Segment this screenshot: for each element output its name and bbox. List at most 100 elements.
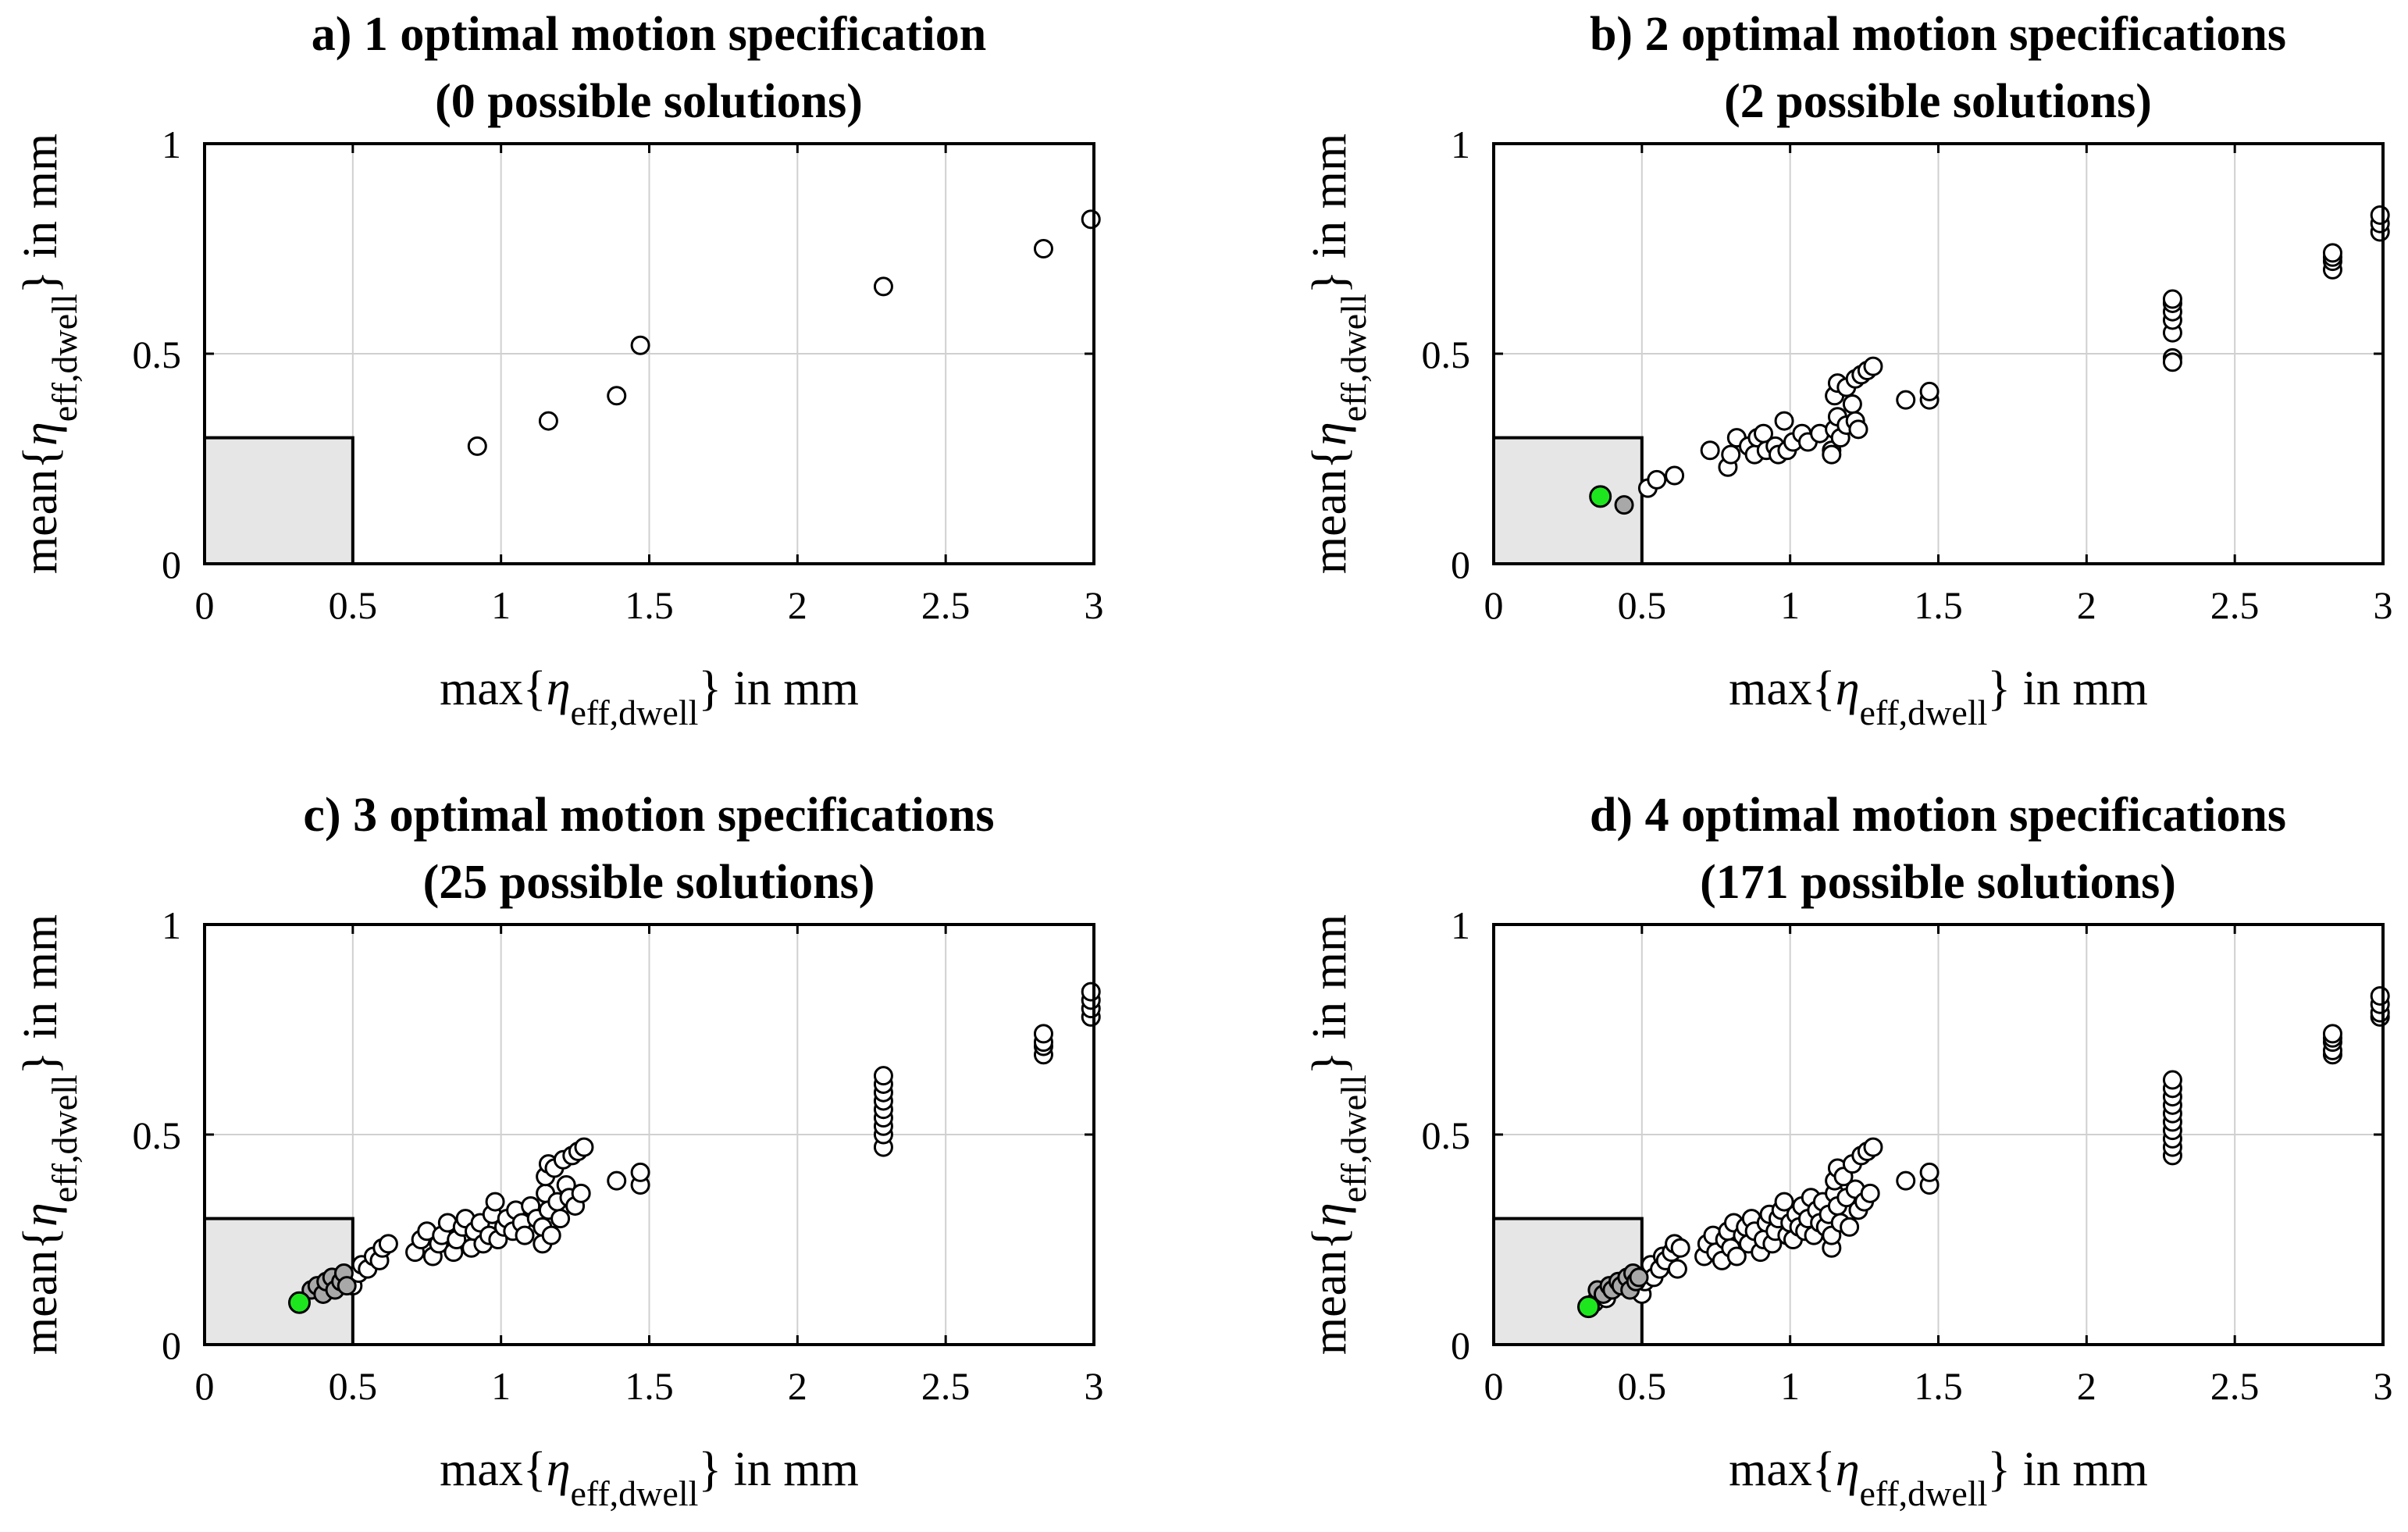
x-tick-label: 3 (1085, 583, 1104, 627)
x-tick-label: 0.5 (329, 1364, 378, 1408)
plot-area: 0 0.5 1 1.5 2 2.5 3 0 0.5 1 max{ηeff,dwell} in mm m… (1303, 123, 2393, 732)
data-point (1842, 394, 1862, 415)
x-tick-label: 3 (2374, 583, 2393, 627)
panel-title-line1: a) 1 optimal motion specification (312, 8, 987, 61)
data-point (571, 1183, 591, 1203)
data-point (1896, 1170, 1916, 1191)
y-axis-label: mean{ηeff,dwell} in mm (1303, 134, 1373, 574)
y-tick-label: 1 (162, 903, 181, 947)
data-point (607, 1170, 627, 1191)
panel-title-line1: b) 2 optimal motion specifications (1590, 8, 2286, 61)
data-point (1033, 239, 1053, 258)
x-tick-label: 2.5 (2210, 1364, 2260, 1408)
x-tick-label: 0.5 (1618, 583, 1667, 627)
data-point (630, 1162, 650, 1182)
data-point (1726, 1246, 1747, 1267)
data-point (1670, 1238, 1690, 1258)
x-axis-label: max{ηeff,dwell} in mm (1729, 1443, 2148, 1513)
y-tick-label: 1 (1451, 903, 1470, 947)
data-point (2370, 205, 2390, 225)
data-point (607, 386, 627, 406)
panel-a: a) 1 optimal motion specification (0 pos… (14, 8, 1104, 732)
y-axis-label: mean{ηeff,dwell} in mm (14, 914, 84, 1355)
y-tick-label: 0.5 (133, 333, 182, 376)
data-point (2322, 243, 2342, 263)
y-tick-label: 0.5 (1422, 333, 1471, 376)
data-point (378, 1234, 398, 1254)
x-tick-label: 1 (1780, 583, 1800, 627)
x-tick-label: 3 (2374, 1364, 2393, 1408)
data-point (2322, 1024, 2342, 1044)
data-point (1919, 1162, 1940, 1182)
plot-area: 0 0.5 1 1.5 2 2.5 3 0 0.5 1 max{ηeff,dwell} in mm m… (14, 903, 1104, 1513)
y-tick-label: 0 (162, 543, 181, 586)
y-tick-label: 0.5 (1422, 1113, 1471, 1157)
x-axis-label: max{ηeff,dwell} in mm (440, 662, 859, 732)
x-tick-label: 1.5 (1914, 583, 1963, 627)
x-tick-label: 3 (1085, 1364, 1104, 1408)
x-tick-label: 2 (788, 1364, 807, 1408)
x-tick-label: 2.5 (921, 583, 971, 627)
y-axis-label: mean{ηeff,dwell} in mm (14, 134, 84, 574)
possible-solution-point (1614, 495, 1634, 515)
x-tick-label: 1 (491, 583, 511, 627)
panel-title-line2: (2 possible solutions) (1724, 75, 2152, 128)
x-tick-label: 1 (1780, 1364, 1800, 1408)
data-point (1848, 419, 1868, 440)
x-tick-label: 0 (195, 583, 215, 627)
data-point (1665, 465, 1685, 486)
x-tick-label: 0 (195, 1364, 215, 1408)
y-tick-label: 0 (1451, 543, 1470, 586)
panel-title-line2: (0 possible solutions) (435, 75, 863, 128)
data-point (1919, 381, 1940, 401)
panel-title-line1: d) 4 optimal motion specifications (1590, 789, 2286, 842)
y-tick-label: 1 (162, 123, 181, 166)
data-point (630, 335, 650, 355)
data-point (1721, 444, 1741, 465)
x-tick-label: 2.5 (921, 1364, 971, 1408)
data-point (1860, 1183, 1880, 1203)
x-axis-label: max{ηeff,dwell} in mm (1729, 662, 2148, 732)
data-point (1033, 1024, 1053, 1044)
optimal-solution-point (1576, 1295, 1600, 1319)
x-tick-label: 1 (491, 1364, 511, 1408)
panel-d: d) 4 optimal motion specifications (171 … (1303, 789, 2393, 1513)
data-point (1863, 356, 1883, 376)
x-tick-label: 1.5 (625, 1364, 674, 1408)
x-tick-label: 1.5 (1914, 1364, 1963, 1408)
data-point (1774, 1192, 1794, 1212)
data-point (1840, 1217, 1860, 1237)
data-point (467, 436, 487, 456)
data-point (515, 1225, 535, 1245)
x-tick-label: 2.5 (2210, 583, 2260, 627)
data-point (1081, 982, 1101, 1002)
data-point (2370, 985, 2390, 1006)
data-point (1081, 209, 1101, 230)
data-point (2162, 1070, 2182, 1090)
data-point (1774, 411, 1794, 431)
x-axis-label: max{ηeff,dwell} in mm (440, 1443, 859, 1513)
data-point (574, 1137, 594, 1157)
optimal-solution-point (1589, 485, 1612, 508)
panel-b: b) 2 optimal motion specifications (2 po… (1303, 8, 2393, 732)
panel-title-line2: (171 possible solutions) (1700, 856, 2176, 909)
y-tick-label: 0 (162, 1324, 181, 1367)
data-point (2162, 352, 2182, 372)
x-tick-label: 2 (2077, 583, 2096, 627)
data-point (1647, 469, 1667, 490)
data-point (1896, 390, 1916, 410)
x-tick-label: 0 (1484, 1364, 1504, 1408)
data-point (541, 1225, 561, 1245)
data-point (1822, 444, 1842, 465)
panel-c: c) 3 optimal motion specifications (25 p… (14, 789, 1104, 1513)
data-point (1863, 1137, 1883, 1157)
possible-solution-point (337, 1276, 357, 1296)
x-tick-label: 0.5 (329, 583, 378, 627)
panel-title-line2: (25 possible solutions) (423, 856, 875, 909)
data-point (485, 1192, 505, 1212)
x-tick-label: 0 (1484, 583, 1504, 627)
data-point (2162, 289, 2182, 309)
data-point (550, 1209, 571, 1229)
data-point (538, 411, 558, 431)
plot-area: 0 0.5 1 1.5 2 2.5 3 0 0.5 1 max{ηeff,dwell} in mm m… (14, 123, 1104, 732)
